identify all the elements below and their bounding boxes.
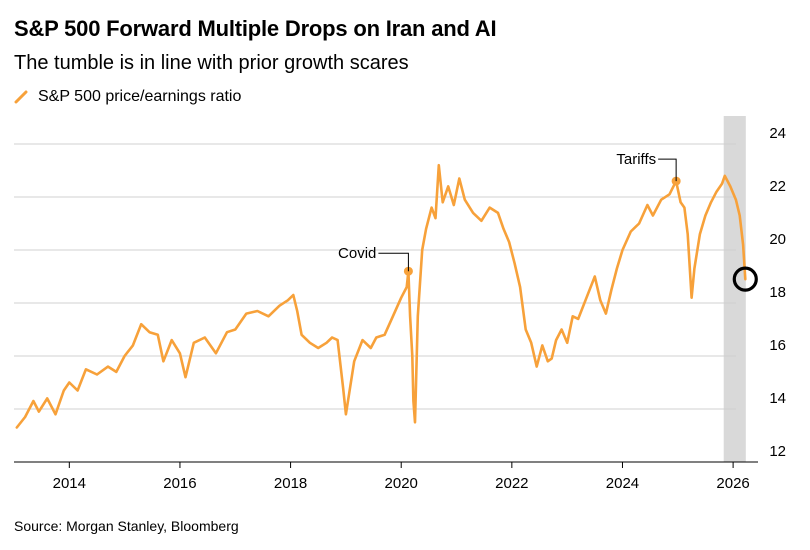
grid-layer — [14, 143, 736, 410]
x-tick-label: 2020 — [385, 475, 418, 492]
y-tick-label: 24 — [769, 125, 786, 142]
x-axis-layer — [14, 461, 758, 468]
x-tick-layer: 2014 2016 2018 2020 2022 2024 2026 — [53, 475, 750, 492]
chart-subtitle: The tumble is in line with prior growth … — [14, 52, 409, 74]
y-tick-label: 22 — [769, 178, 786, 195]
legend-swatch-icon — [14, 90, 28, 104]
annotation-leader — [378, 252, 409, 272]
x-tick-label: 2018 — [274, 475, 307, 492]
y-tick-label: 18 — [769, 284, 786, 301]
end-marker-ring — [732, 266, 758, 292]
x-tick-label: 2026 — [716, 475, 749, 492]
y-tick-layer: 12 14 16 18 20 22 24 — [769, 125, 786, 460]
y-tick-label: 14 — [769, 390, 786, 407]
y-tick-label: 20 — [769, 231, 786, 248]
highlight-band — [723, 116, 746, 462]
annotation-layer: Covid Tariffs — [338, 151, 758, 292]
highlight-band-layer — [723, 116, 746, 462]
x-tick-label: 2024 — [606, 475, 639, 492]
x-tick-label: 2016 — [163, 475, 196, 492]
series-line — [15, 163, 747, 429]
series-layer — [15, 163, 747, 429]
legend-entry-label: S&P 500 price/earnings ratio — [38, 88, 242, 105]
annotation-label: Tariffs — [616, 151, 656, 168]
y-tick-label: 12 — [769, 443, 786, 460]
y-tick-label: 16 — [769, 337, 786, 354]
source-note: Source: Morgan Stanley, Bloomberg — [14, 518, 239, 534]
annotation-label: Covid — [338, 245, 376, 262]
chart-title: S&P 500 Forward Multiple Drops on Iran a… — [14, 16, 497, 41]
annotation-leader — [658, 158, 677, 182]
chart-legend: S&P 500 price/earnings ratio — [14, 88, 241, 106]
x-tick-label: 2022 — [495, 475, 528, 492]
x-tick-label: 2014 — [53, 475, 86, 492]
